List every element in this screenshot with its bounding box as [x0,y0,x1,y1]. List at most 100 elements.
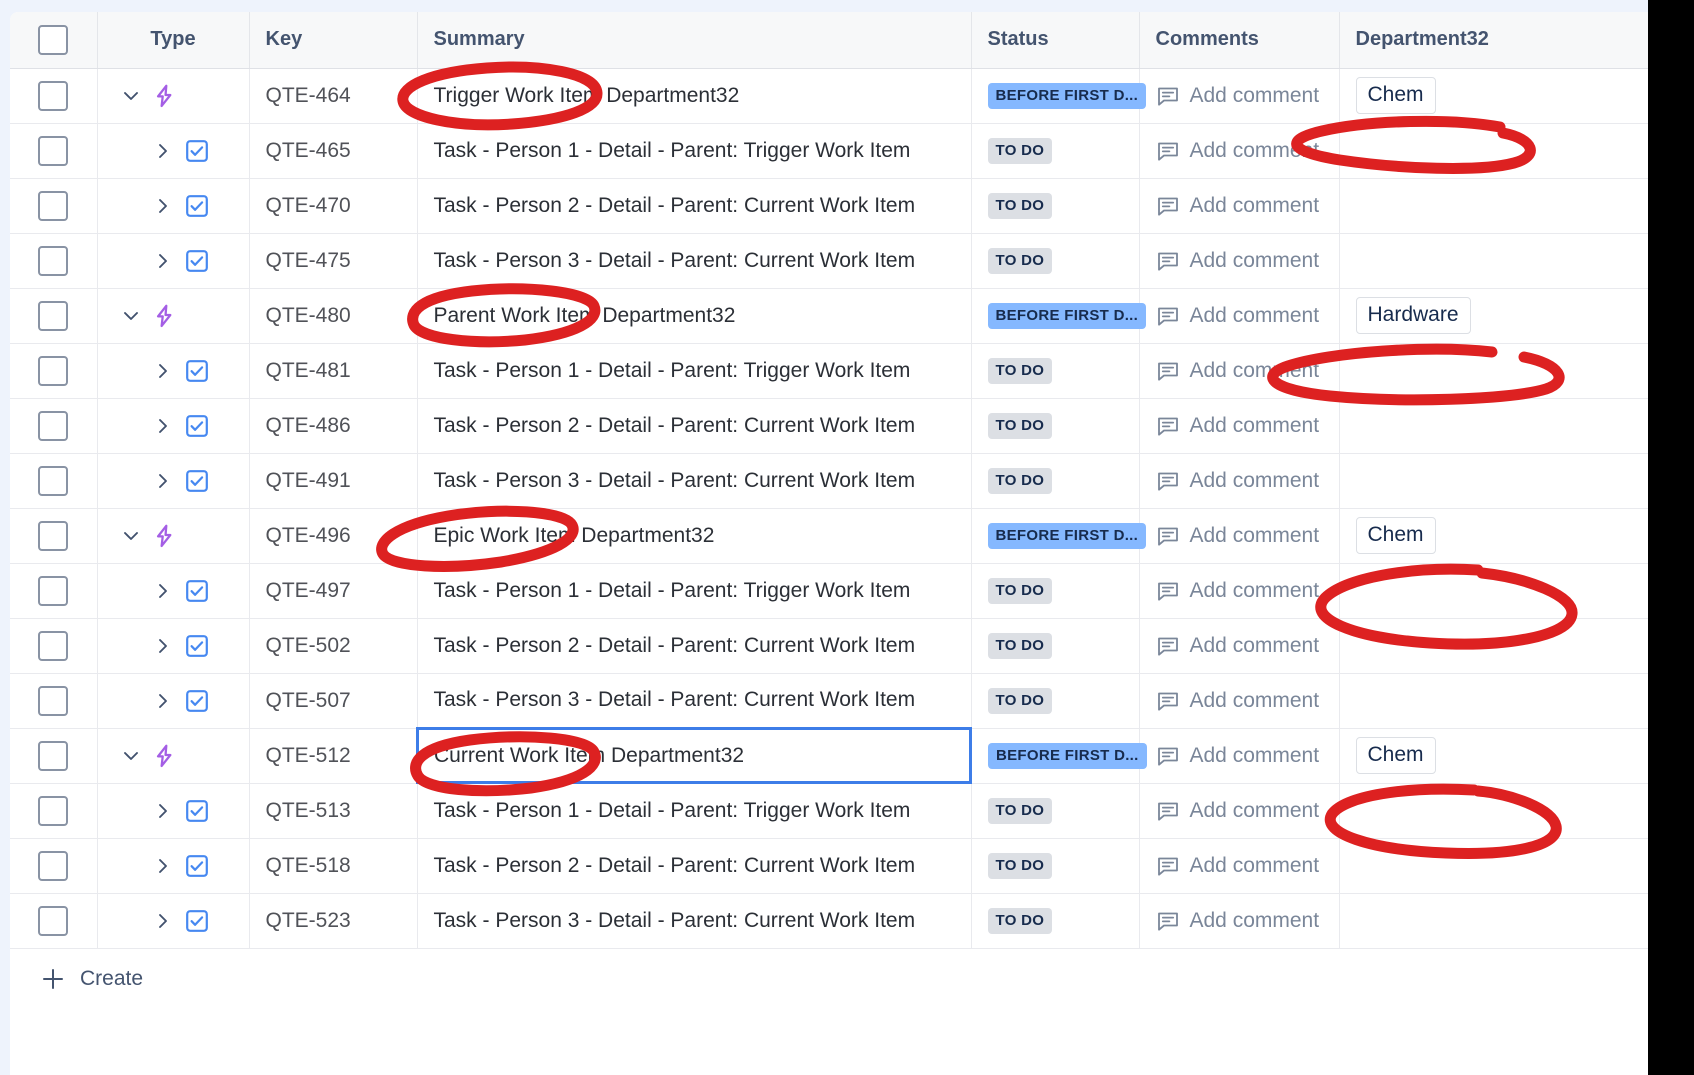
department-cell[interactable] [1339,618,1648,674]
department-cell[interactable] [1339,398,1648,454]
summary-cell[interactable]: Task - Person 3 - Detail - Parent: Curre… [417,453,972,509]
row-select-cell[interactable] [10,178,98,234]
status-cell[interactable]: TO DO [971,233,1140,289]
key-cell[interactable]: QTE-512 [249,728,418,784]
type-cell[interactable] [97,783,250,839]
department-cell[interactable] [1339,838,1648,894]
status-cell[interactable]: TO DO [971,343,1140,399]
row-checkbox[interactable] [38,685,69,716]
row-select-cell[interactable] [10,618,98,674]
chevron-right-icon[interactable] [146,636,180,656]
chevron-right-icon[interactable] [146,141,180,161]
row-checkbox[interactable] [38,465,69,496]
column-header-summary[interactable]: Summary [417,12,972,69]
chevron-right-icon[interactable] [146,856,180,876]
type-cell[interactable] [97,343,250,399]
status-cell[interactable]: BEFORE FIRST D... [971,68,1147,124]
type-cell[interactable] [97,838,250,894]
row-checkbox[interactable] [38,740,69,771]
type-cell[interactable] [97,453,250,509]
department-cell[interactable] [1339,178,1648,234]
status-cell[interactable]: TO DO [971,123,1140,179]
department-cell[interactable] [1339,453,1648,509]
status-cell[interactable]: TO DO [971,453,1140,509]
row-select-cell[interactable] [10,838,98,894]
type-cell[interactable] [97,508,250,564]
row-select-cell[interactable] [10,783,98,839]
create-row[interactable]: Create [10,948,1648,1009]
status-cell[interactable]: TO DO [971,673,1140,729]
row-select-cell[interactable] [10,68,98,124]
key-cell[interactable]: QTE-497 [249,563,418,619]
department-cell[interactable] [1339,893,1648,949]
comments-cell[interactable]: Add comment [1139,453,1340,509]
summary-cell[interactable]: Task - Person 2 - Detail - Parent: Curre… [417,838,972,894]
row-select-cell[interactable] [10,233,98,289]
department-cell[interactable]: Hardware [1339,288,1648,344]
status-cell[interactable]: TO DO [971,563,1140,619]
key-cell[interactable]: QTE-480 [249,288,418,344]
row-checkbox[interactable] [38,905,69,936]
comments-cell[interactable]: Add comment [1139,783,1340,839]
key-cell[interactable]: QTE-464 [249,68,418,124]
table-row[interactable]: QTE-486 Task - Person 2 - Detail - Parent… [10,398,1648,454]
type-cell[interactable] [97,618,250,674]
column-header-comments[interactable]: Comments [1139,12,1340,69]
table-row[interactable]: QTE-481 Task - Person 1 - Detail - Parent… [10,343,1648,399]
summary-cell[interactable]: Trigger Work Item Department32 [417,68,972,124]
row-checkbox[interactable] [38,245,69,276]
department-cell[interactable]: Chem [1339,508,1648,564]
select-all-checkbox[interactable] [38,24,69,55]
chevron-right-icon[interactable] [146,361,180,381]
row-select-cell[interactable] [10,123,98,179]
table-row[interactable]: QTE-502 Task - Person 2 - Detail - Parent… [10,618,1648,674]
summary-cell[interactable]: Task - Person 1 - Detail - Parent: Trigg… [417,563,972,619]
table-row[interactable]: QTE-518 Task - Person 2 - Detail - Parent… [10,838,1648,894]
chevron-right-icon[interactable] [146,911,180,931]
department-cell[interactable] [1339,343,1648,399]
row-select-cell[interactable] [10,563,98,619]
chevron-down-icon[interactable] [114,306,148,326]
key-cell[interactable]: QTE-491 [249,453,418,509]
row-checkbox[interactable] [38,630,69,661]
summary-cell[interactable]: Task - Person 3 - Detail - Parent: Curre… [417,233,972,289]
row-select-cell[interactable] [10,453,98,509]
row-checkbox[interactable] [38,575,69,606]
row-select-cell[interactable] [10,343,98,399]
type-cell[interactable] [97,123,250,179]
table-row[interactable]: QTE-475 Task - Person 3 - Detail - Parent… [10,233,1648,289]
chevron-right-icon[interactable] [146,691,180,711]
key-cell[interactable]: QTE-475 [249,233,418,289]
row-select-cell[interactable] [10,288,98,344]
summary-cell[interactable]: Task - Person 1 - Detail - Parent: Trigg… [417,343,972,399]
key-cell[interactable]: QTE-481 [249,343,418,399]
comments-cell[interactable]: Add comment [1139,233,1340,289]
key-cell[interactable]: QTE-507 [249,673,418,729]
status-cell[interactable]: TO DO [971,618,1140,674]
department-cell[interactable]: Chem [1339,728,1648,784]
summary-cell[interactable]: Task - Person 3 - Detail - Parent: Curre… [417,673,972,729]
key-cell[interactable]: QTE-496 [249,508,418,564]
department-cell[interactable] [1339,123,1648,179]
department-cell[interactable]: Chem [1339,68,1648,124]
table-row[interactable]: QTE-470 Task - Person 2 - Detail - Parent… [10,178,1648,234]
department-cell[interactable] [1339,673,1648,729]
key-cell[interactable]: QTE-470 [249,178,418,234]
table-row[interactable]: QTE-513 Task - Person 1 - Detail - Parent… [10,783,1648,839]
type-cell[interactable] [97,178,250,234]
summary-cell[interactable]: Task - Person 1 - Detail - Parent: Trigg… [417,783,972,839]
row-select-cell[interactable] [10,893,98,949]
row-checkbox[interactable] [38,135,69,166]
comments-cell[interactable]: Add comment [1139,288,1340,344]
department-cell[interactable] [1339,233,1648,289]
table-row[interactable]: QTE-480 Parent Work Item Department32 BEFO… [10,288,1648,344]
table-row[interactable]: QTE-512 Current Work Item Department32 BEF… [10,727,1648,784]
comments-cell[interactable]: Add comment [1139,893,1340,949]
type-cell[interactable] [97,893,250,949]
key-cell[interactable]: QTE-523 [249,893,418,949]
type-cell[interactable] [97,68,250,124]
summary-cell[interactable]: Task - Person 2 - Detail - Parent: Curre… [417,178,972,234]
row-checkbox[interactable] [38,850,69,881]
summary-cell[interactable]: Task - Person 1 - Detail - Parent: Trigg… [417,123,972,179]
summary-cell[interactable]: Parent Work Item Department32 [417,288,972,344]
